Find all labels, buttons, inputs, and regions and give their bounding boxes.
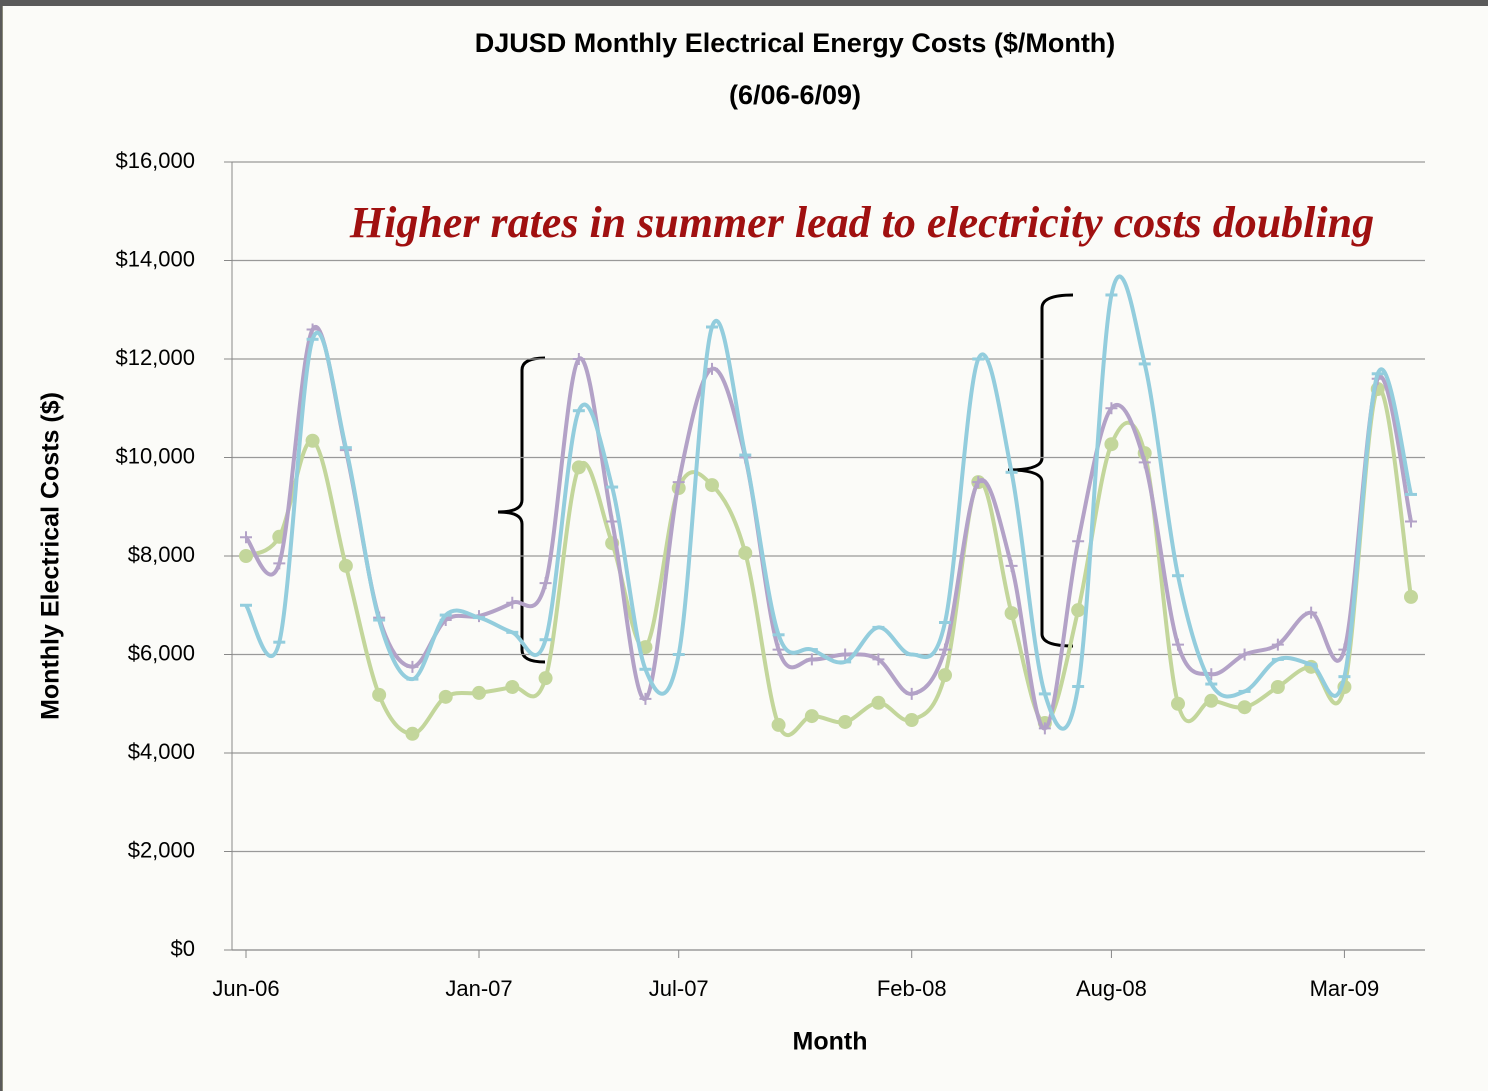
x-axis-label: Month <box>793 1028 868 1056</box>
marker <box>1270 680 1285 695</box>
marker <box>1105 402 1118 415</box>
chart-subtitle: (6/06-6/09) <box>729 80 861 110</box>
marker <box>1204 693 1219 708</box>
x-tick-label: Mar-09 <box>1310 976 1380 1001</box>
marker <box>804 709 819 724</box>
marker <box>771 717 786 732</box>
marker <box>1071 603 1086 618</box>
marker <box>705 478 719 493</box>
y-tick-label: $16,000 <box>115 148 195 173</box>
marker <box>538 671 553 686</box>
brace <box>1007 293 1074 648</box>
marker <box>905 687 918 700</box>
marker <box>838 714 853 729</box>
marker <box>1172 638 1184 651</box>
y-tick-label: $2,000 <box>128 837 195 862</box>
marker <box>1171 696 1185 711</box>
marker <box>772 643 785 656</box>
marker <box>438 689 453 704</box>
chart-title: DJUSD Monthly Electrical Energy Costs ($… <box>475 28 1116 58</box>
x-tick-label: Jul-07 <box>649 976 709 1001</box>
marker <box>606 515 619 528</box>
marker <box>405 726 420 741</box>
marker <box>372 687 387 702</box>
marker <box>306 323 319 336</box>
marker <box>839 648 852 661</box>
marker <box>240 531 252 544</box>
marker <box>1238 648 1251 661</box>
marker <box>706 362 718 375</box>
marker <box>505 680 520 695</box>
marker <box>871 695 886 710</box>
marker <box>639 692 652 705</box>
marker <box>1004 606 1019 621</box>
marker <box>805 653 818 666</box>
marker <box>672 476 685 489</box>
y-tick-label: $12,000 <box>115 345 195 370</box>
y-tick-label: $10,000 <box>115 443 195 468</box>
marker <box>904 713 919 728</box>
marker <box>1038 722 1051 735</box>
marker <box>1237 700 1252 715</box>
marker <box>1005 559 1018 572</box>
marker <box>1104 437 1119 452</box>
marker <box>1138 456 1151 469</box>
marker <box>738 546 753 561</box>
y-tick-label: $0 <box>171 936 195 961</box>
marker <box>1404 589 1418 604</box>
y-tick-label: $14,000 <box>115 246 195 271</box>
x-tick-label: Jan-07 <box>445 976 512 1001</box>
marker <box>939 643 951 656</box>
marker <box>273 557 286 570</box>
marker <box>572 353 585 365</box>
marker <box>305 433 320 448</box>
series-line <box>245 386 1413 737</box>
annotation: Higher rates in summer lead to electrici… <box>349 198 1374 247</box>
marker <box>338 558 353 573</box>
y-tick-label: $4,000 <box>128 739 195 764</box>
marker <box>1271 638 1284 651</box>
y-tick-label: $8,000 <box>128 542 195 567</box>
marker <box>1072 535 1085 548</box>
y-tick-label: $6,000 <box>128 640 195 665</box>
marker <box>239 549 253 563</box>
marker <box>539 577 552 590</box>
marker <box>571 460 586 475</box>
series-line <box>244 274 1413 731</box>
y-axis-label: Monthly Electrical Costs ($) <box>37 392 65 720</box>
marker <box>938 668 952 683</box>
x-tick-label: Jun-06 <box>212 976 279 1001</box>
marker <box>506 596 519 609</box>
marker <box>872 653 885 666</box>
brace <box>497 356 546 664</box>
marker <box>1305 606 1318 619</box>
marker <box>1405 515 1417 528</box>
marker <box>972 476 985 489</box>
marker <box>406 660 419 673</box>
x-tick-label: Feb-08 <box>877 976 947 1001</box>
x-tick-label: Aug-08 <box>1076 976 1147 1001</box>
marker <box>472 685 486 700</box>
